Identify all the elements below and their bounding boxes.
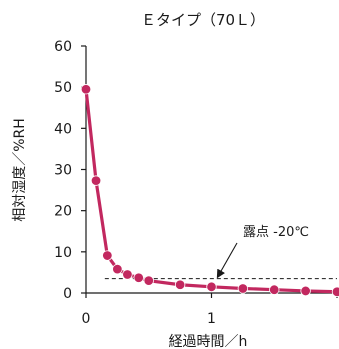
- data-point: [237, 283, 249, 294]
- y-tick-label: 40: [54, 121, 72, 137]
- y-tick-label: 60: [54, 39, 72, 55]
- data-point: [112, 263, 123, 275]
- data-point: [102, 250, 113, 261]
- series-layer: [80, 84, 339, 297]
- x-tick-label: 0: [82, 311, 91, 327]
- data-point: [90, 175, 102, 186]
- data-point: [269, 284, 280, 295]
- y-axis-label: 相対湿度／%RH: [12, 118, 28, 222]
- y-ticks: 0 10 20 30 40 50 60: [54, 39, 86, 302]
- data-point: [206, 281, 217, 293]
- y-tick-label: 0: [63, 286, 72, 302]
- data-point: [300, 285, 311, 297]
- data-point: [133, 272, 144, 283]
- dewpoint-annotation: 露点 -20℃: [104, 225, 337, 280]
- y-tick-label: 20: [54, 204, 72, 220]
- series-line: [84, 89, 338, 294]
- data-point: [331, 286, 339, 297]
- data-point: [143, 275, 154, 286]
- x-axis-label: 経過時間／h: [169, 334, 248, 349]
- y-tick-label: 50: [54, 80, 72, 96]
- x-tick-label: 1: [207, 311, 216, 327]
- y-tick-label: 30: [54, 163, 72, 179]
- chart-title: Ｅタイプ（70Ｌ）: [141, 11, 265, 29]
- dewpoint-label: 露点 -20℃: [243, 225, 309, 240]
- dewpoint-arrow: [216, 242, 238, 279]
- axes: [85, 46, 339, 294]
- x-ticks: 012: [82, 293, 338, 327]
- data-point: [80, 84, 92, 95]
- y-tick-label: 10: [54, 245, 72, 261]
- data-point: [122, 269, 133, 280]
- data-point: [174, 279, 186, 290]
